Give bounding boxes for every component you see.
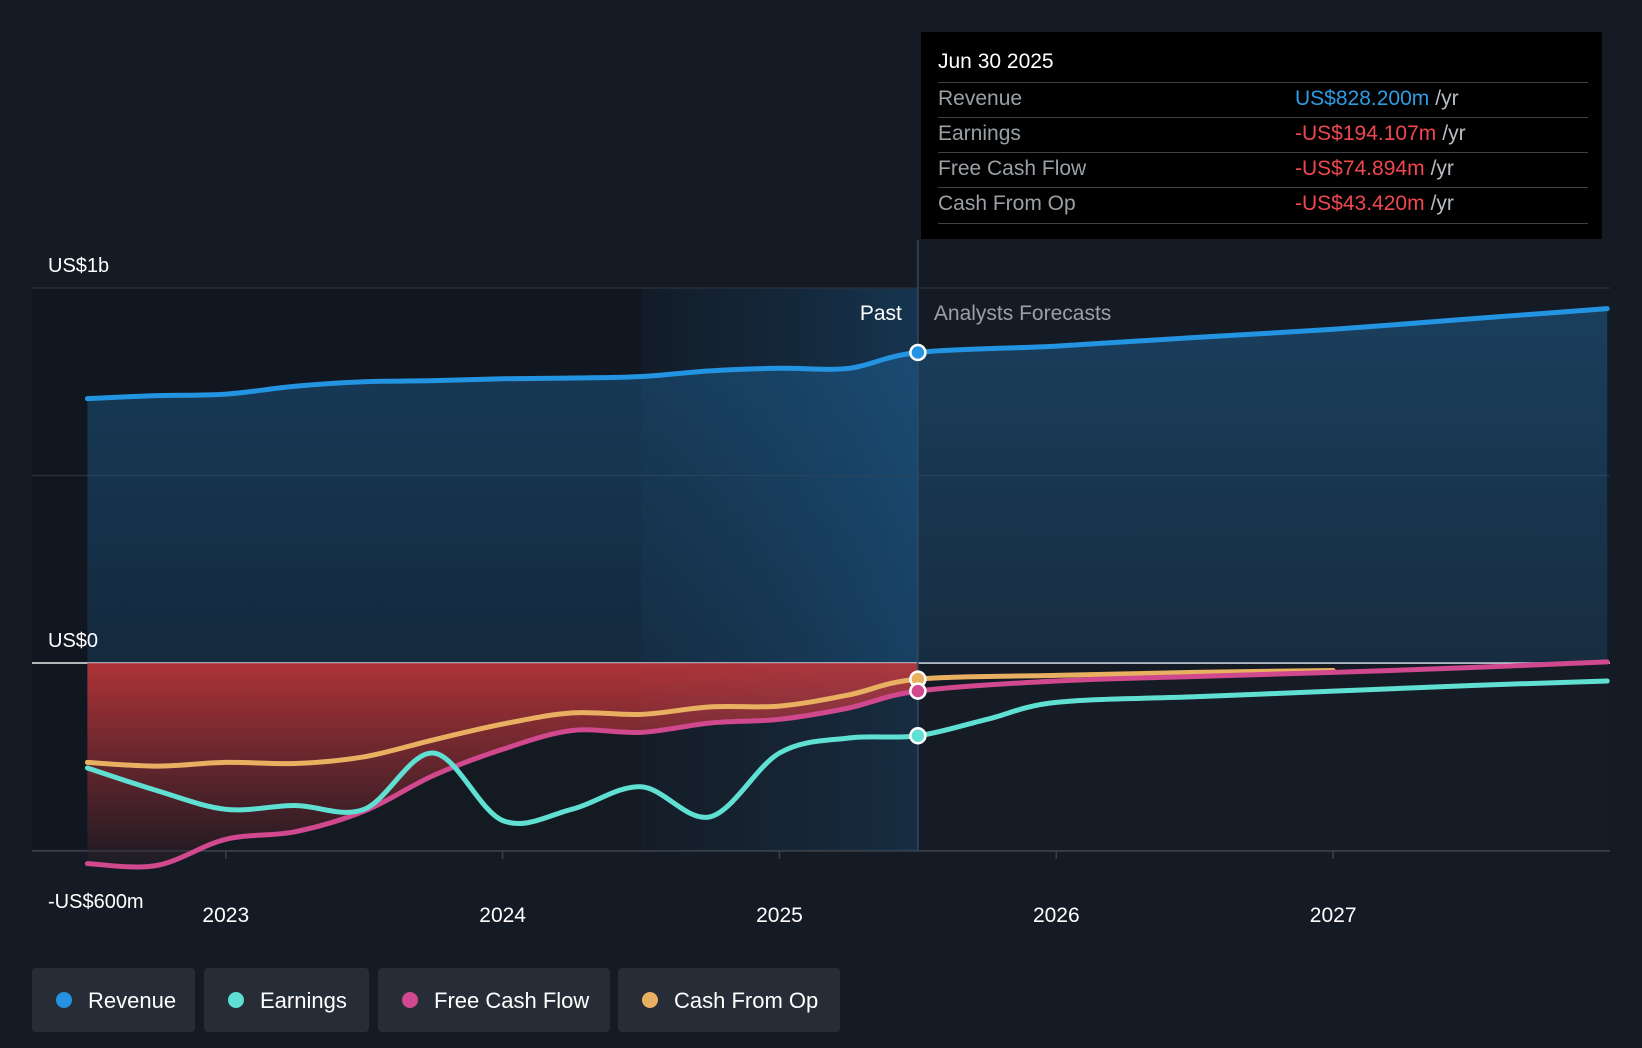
free-cash-flow-dot-icon <box>402 992 418 1008</box>
tooltip: Jun 30 2025 Revenue US$828.200m/yr Earni… <box>921 32 1602 239</box>
earnings-marker <box>909 727 927 745</box>
y-tick-label: US$0 <box>48 630 98 652</box>
negative-area-fill <box>87 663 918 867</box>
forecast-label: Analysts Forecasts <box>934 302 1111 325</box>
tooltip-value: -US$194.107m/yr <box>1295 122 1466 145</box>
legend-item-free-cash-flow[interactable]: Free Cash Flow <box>378 968 610 1032</box>
legend-item-earnings[interactable]: Earnings <box>204 968 369 1032</box>
revenue-area <box>87 308 1608 663</box>
earnings-dot-icon <box>228 992 244 1008</box>
cash-from-op-dot-icon <box>642 992 658 1008</box>
tooltip-date: Jun 30 2025 <box>938 50 1054 73</box>
y-tick-label: -US$600m <box>48 891 144 913</box>
tooltip-row-free-cash-flow: Free Cash Flow -US$74.894m/yr <box>938 152 1588 188</box>
free-cash-flow-marker <box>909 682 927 700</box>
axes: US$1b US$0 -US$600m 2023 2024 2025 2026 2027 <box>48 255 1357 927</box>
lower-shade <box>87 661 1608 867</box>
revenue-marker <box>909 343 927 362</box>
x-tick-label: 2024 <box>479 904 526 927</box>
x-tick-label: 2023 <box>202 904 249 927</box>
cash-from-op-line <box>84 668 1336 769</box>
tooltip-label: Earnings <box>938 122 1021 145</box>
y-tick-label: US$1b <box>48 255 109 277</box>
free-cash-flow-line <box>84 659 1610 870</box>
revenue-dot-icon <box>56 992 72 1008</box>
tooltip-row-revenue: Revenue US$828.200m/yr <box>938 82 1588 118</box>
legend-item-cash-from-op[interactable]: Cash From Op <box>618 968 840 1032</box>
negative-area <box>87 663 918 867</box>
x-tick-label: 2026 <box>1033 904 1080 927</box>
markers <box>909 343 927 745</box>
legend-label: Revenue <box>88 988 177 1013</box>
legend-label: Free Cash Flow <box>434 988 590 1013</box>
tooltip-row-earnings: Earnings -US$194.107m/yr <box>938 117 1588 153</box>
tooltip-label: Free Cash Flow <box>938 157 1087 180</box>
legend-label: Cash From Op <box>674 988 819 1013</box>
past-label: Past <box>860 302 902 325</box>
x-tick-label: 2025 <box>756 904 803 927</box>
legend-item-revenue[interactable]: Revenue <box>32 968 195 1032</box>
tooltip-label: Cash From Op <box>938 192 1076 215</box>
tooltip-label: Revenue <box>938 87 1023 110</box>
series-lines <box>84 306 1610 870</box>
area-fills <box>87 308 1608 867</box>
tooltip-value: -US$43.420m/yr <box>1295 192 1454 215</box>
legend-label: Earnings <box>260 988 347 1013</box>
tooltip-value: -US$74.894m/yr <box>1295 157 1454 180</box>
x-tick-label: 2027 <box>1310 904 1357 927</box>
earnings-line <box>84 678 1610 827</box>
tooltip-row-cash-from-op: Cash From Op -US$43.420m/yr <box>938 187 1588 224</box>
revenue-line <box>84 306 1610 402</box>
tooltip-value: US$828.200m/yr <box>1295 87 1459 110</box>
